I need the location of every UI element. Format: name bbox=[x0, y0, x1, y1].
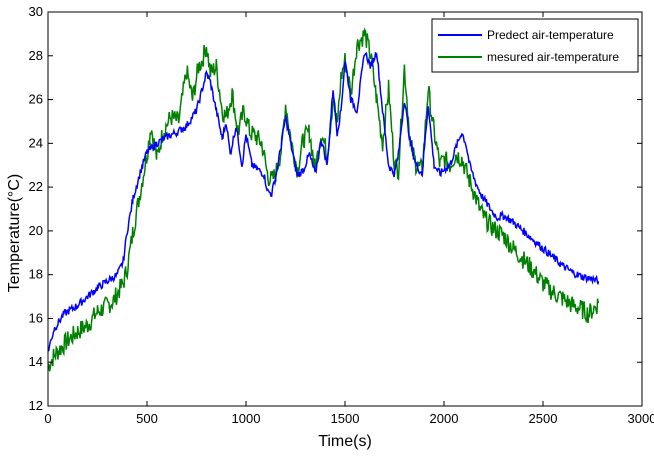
axis-ticks: 0 500 1000 1500 2000 2500 3000 12 14 16 18 20 22 24 26… bbox=[29, 4, 654, 426]
y-tick-label: 22 bbox=[29, 179, 43, 194]
y-tick-label: 18 bbox=[29, 267, 43, 282]
x-tick-label: 0 bbox=[44, 411, 51, 426]
y-tick-label: 24 bbox=[29, 135, 43, 150]
series-line-measured bbox=[47, 27, 600, 372]
x-tick-label: 500 bbox=[136, 411, 158, 426]
y-tick-label: 30 bbox=[29, 4, 43, 19]
y-tick-label: 16 bbox=[29, 310, 43, 325]
y-axis-title: Temperature(°C) bbox=[6, 174, 23, 292]
legend: Predect air-temperature mesured air-temp… bbox=[431, 18, 639, 73]
legend-label-measured: mesured air-temperature bbox=[487, 50, 619, 64]
x-axis-title: Time(s) bbox=[318, 433, 372, 450]
y-tick-label: 20 bbox=[29, 223, 43, 238]
y-tick-label: 12 bbox=[29, 398, 43, 413]
legend-box bbox=[431, 18, 639, 73]
x-tick-label: 2000 bbox=[430, 411, 459, 426]
y-tick-label: 26 bbox=[29, 92, 43, 107]
x-tick-label: 1000 bbox=[232, 411, 261, 426]
x-tick-label: 1500 bbox=[331, 411, 360, 426]
legend-label-predicted: Predect air-temperature bbox=[487, 28, 614, 42]
plot-area bbox=[47, 27, 600, 372]
y-tick-label: 14 bbox=[29, 354, 43, 369]
y-tick-label: 28 bbox=[29, 48, 43, 63]
series-line-predicted bbox=[47, 51, 600, 352]
x-tick-label: 3000 bbox=[628, 411, 654, 426]
x-tick-label: 2500 bbox=[529, 411, 558, 426]
